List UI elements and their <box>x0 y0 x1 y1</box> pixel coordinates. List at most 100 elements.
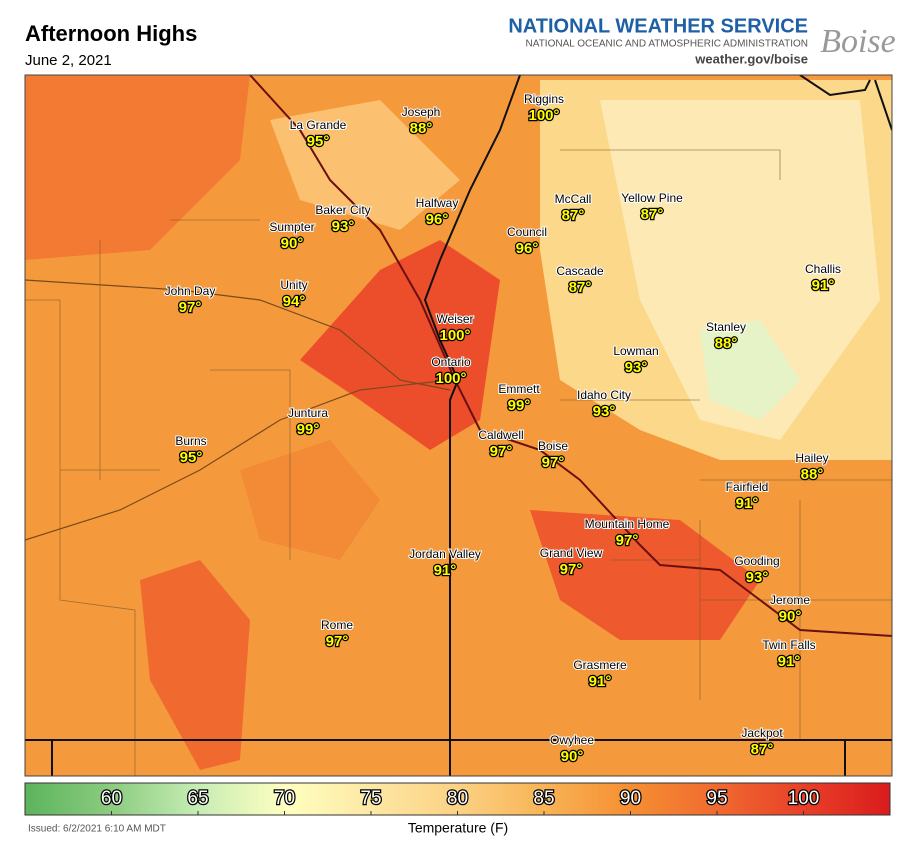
city-name: Grand View <box>540 546 603 560</box>
city-name: Owyhee <box>550 733 594 747</box>
city-name: Unity <box>280 278 307 292</box>
city-temp: 90° <box>281 235 304 252</box>
city-name: Stanley <box>706 320 746 334</box>
city-temp: 91° <box>434 562 457 579</box>
city-temp: 96° <box>426 211 449 228</box>
highway <box>249 75 892 637</box>
city-name: Council <box>507 225 547 239</box>
city-temp: 91° <box>736 495 759 512</box>
colorbar-tick-label: 80 <box>447 788 468 809</box>
city-temp: 87° <box>569 279 592 296</box>
city-name: Fairfield <box>726 480 769 494</box>
city-temp: 93° <box>746 569 769 586</box>
city-name: Jackpot <box>741 726 783 740</box>
cool-area <box>600 100 880 440</box>
city-name: Emmett <box>498 382 540 396</box>
cold-area <box>700 320 800 420</box>
city-name: Yellow Pine <box>621 191 683 205</box>
city-name: Rome <box>321 618 353 632</box>
agency: NATIONAL WEATHER SERVICE <box>508 15 808 37</box>
mild-area <box>270 100 460 230</box>
issued: Issued: 6/2/2021 6:10 AM MDT <box>28 824 166 835</box>
state-border <box>423 75 521 776</box>
city-name: Ontario <box>431 355 471 369</box>
city-name: Cascade <box>556 264 604 278</box>
city-temp: 100° <box>528 107 559 124</box>
city-name: Caldwell <box>478 428 523 442</box>
colorbar-tick-label: 75 <box>360 788 381 809</box>
city-name: Weiser <box>436 312 473 326</box>
city-name: Gooding <box>734 554 779 568</box>
city-temp: 93° <box>625 359 648 376</box>
city-temp: 95° <box>307 133 330 150</box>
colorbar-tick-label: 60 <box>101 788 122 809</box>
city-temp: 91° <box>812 277 835 294</box>
state-border <box>25 739 892 776</box>
website: weather.gov/boise <box>694 51 808 66</box>
city-temp: 91° <box>589 673 612 690</box>
colorbar-tick-label: 100 <box>788 788 820 809</box>
city-name: Lowman <box>613 344 658 358</box>
subtitle: June 2, 2021 <box>25 52 112 69</box>
city-temp: 97° <box>616 532 639 549</box>
city-name: Boise <box>538 439 568 453</box>
hot-area <box>140 560 250 770</box>
city-name: Baker City <box>315 203 370 217</box>
city-name: McCall <box>555 192 592 206</box>
colorbar-tick-label: 90 <box>620 788 641 809</box>
city-name: Grasmere <box>573 658 627 672</box>
city-temp: 93° <box>332 218 355 235</box>
city-temp: 97° <box>560 561 583 578</box>
city-name: Joseph <box>402 105 441 119</box>
city-temp: 93° <box>593 403 616 420</box>
city-temp: 100° <box>435 370 466 387</box>
warm-area <box>240 440 380 560</box>
city-name: Mountain Home <box>585 517 670 531</box>
city-temp: 87° <box>562 207 585 224</box>
map <box>25 75 892 776</box>
colorbar-tick-label: 85 <box>533 788 554 809</box>
city-temp: 99° <box>297 421 320 438</box>
city-temp: 88° <box>410 120 433 137</box>
city-temp: 90° <box>779 608 802 625</box>
city-name: Jordan Valley <box>409 547 481 561</box>
city-temp: 96° <box>516 240 539 257</box>
city-name: Hailey <box>795 451 828 465</box>
colorbar <box>24 782 891 816</box>
city-temp: 97° <box>542 454 565 471</box>
city-name: Challis <box>805 262 841 276</box>
map-frame <box>24 74 893 777</box>
city-name: Sumpter <box>269 220 314 234</box>
warm-area <box>25 75 250 260</box>
city-name: Twin Falls <box>762 638 815 652</box>
hot-area <box>530 510 760 640</box>
city-name: Juntura <box>288 406 328 420</box>
city-temp: 95° <box>180 449 203 466</box>
city-name: Burns <box>175 434 206 448</box>
city-temp: 90° <box>561 748 584 765</box>
county-lines <box>25 149 892 776</box>
city-temp: 100° <box>439 327 470 344</box>
city-temp: 97° <box>326 633 349 650</box>
city-temp: 97° <box>490 443 513 460</box>
city-temp: 87° <box>751 741 774 758</box>
city-name: La Grande <box>290 118 347 132</box>
city-name: Riggins <box>524 92 564 106</box>
colorbar-tick-label: 95 <box>706 788 727 809</box>
city-name: Idaho City <box>577 388 631 402</box>
city-temp: 88° <box>801 466 824 483</box>
city-temp: 99° <box>508 397 531 414</box>
office: Boise <box>820 23 896 60</box>
city-temp: 87° <box>641 206 664 223</box>
city-name: Jerome <box>770 593 810 607</box>
state-border <box>799 75 892 131</box>
road <box>25 279 451 541</box>
city-temp: 94° <box>283 293 306 310</box>
colorbar-title: Temperature (F) <box>408 820 508 836</box>
city-temp: 97° <box>179 299 202 316</box>
agency-sub: NATIONAL OCEANIC AND ATMOSPHERIC ADMINIS… <box>526 39 808 50</box>
city-name: Halfway <box>416 196 459 210</box>
city-name: John Day <box>165 284 216 298</box>
city-temp: 91° <box>778 653 801 670</box>
colorbar-tick-label: 65 <box>187 788 208 809</box>
